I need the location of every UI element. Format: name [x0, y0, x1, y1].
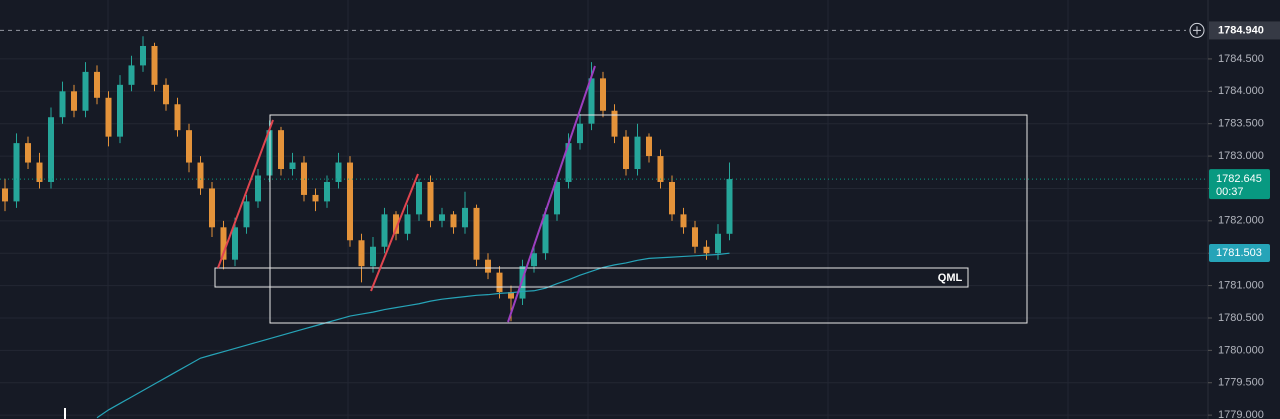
trend-line[interactable]: [507, 65, 596, 323]
trend-line[interactable]: [217, 119, 274, 269]
candle-body: [657, 156, 664, 182]
grid: [0, 58, 1208, 416]
candle-body: [48, 117, 54, 182]
candle-body: [117, 84, 123, 137]
candle-body: [600, 78, 606, 111]
candle-body: [289, 162, 296, 170]
candle-body: [393, 214, 399, 234]
candle-body: [186, 130, 192, 163]
candle-body: [278, 130, 284, 170]
y-tick-label: 1780.000: [1218, 344, 1264, 356]
candle-body: [209, 188, 215, 228]
add-alert-icon: [1193, 26, 1201, 35]
y-tick-label: 1783.500: [1218, 118, 1264, 130]
countdown-label: 00:37: [1216, 186, 1244, 198]
trend-line[interactable]: [370, 173, 419, 292]
candle-body: [243, 201, 250, 228]
crosshair-price-label: 1784.940: [1218, 24, 1264, 36]
candle-body: [347, 162, 353, 241]
candle-body: [565, 143, 572, 182]
candle-body: [197, 162, 204, 189]
candle-body: [692, 227, 698, 247]
candle-body: [151, 45, 158, 85]
vertical-grid: [107, 0, 1069, 419]
drawings: [64, 65, 1028, 419]
crosshair-price-box: [1209, 21, 1280, 40]
candle-body: [508, 292, 514, 299]
candle-body: [531, 253, 537, 267]
candle-body: [174, 104, 181, 131]
y-tick-label: 1780.500: [1218, 312, 1264, 324]
y-tick-label: 1784.500: [1218, 53, 1264, 65]
qml-box[interactable]: [214, 267, 969, 288]
candle-body: [255, 175, 261, 202]
candle-body: [25, 143, 31, 163]
candle-body: [450, 214, 457, 228]
y-tick-label: 1782.000: [1218, 215, 1264, 227]
ma-price-label: 1781.503: [1216, 247, 1262, 259]
candle-body: [485, 259, 491, 273]
candle-body: [680, 214, 687, 228]
candle-body: [128, 65, 135, 85]
candle-body: [427, 181, 434, 221]
candle-body: [220, 227, 227, 260]
candle-body: [577, 123, 583, 144]
candle-body: [416, 181, 422, 215]
candle-body: [439, 214, 445, 221]
last-price-box: [1209, 169, 1270, 200]
y-tick-label: 1781.000: [1218, 279, 1264, 291]
candle-body: [232, 227, 238, 260]
candle-body: [473, 207, 480, 260]
candle-body: [381, 214, 388, 247]
candle-body: [634, 136, 641, 170]
candle-body: [623, 136, 629, 170]
candle-body: [140, 45, 146, 66]
candle-body: [105, 97, 112, 137]
candle-body: [324, 181, 330, 202]
add-alert-button[interactable]: [1189, 22, 1205, 38]
candle-body: [542, 214, 549, 254]
candle-body: [358, 240, 365, 267]
annotation-label: QML: [938, 272, 963, 284]
y-tick-label: 1784.000: [1218, 85, 1264, 97]
candle-body: [82, 71, 89, 111]
plot: [0, 29, 1208, 419]
candle-body: [71, 91, 77, 111]
y-tick-label: 1779.000: [1218, 409, 1264, 419]
candle-body: [163, 84, 169, 105]
last-price-label: 1782.645: [1216, 173, 1262, 185]
candle-body: [715, 233, 721, 254]
candle-body: [404, 214, 411, 234]
candle-body: [646, 136, 652, 157]
candle-body: [335, 162, 342, 182]
candle-body: [703, 246, 710, 254]
candle-body: [669, 181, 675, 215]
candle-body: [2, 188, 8, 202]
candle-body: [36, 162, 43, 182]
candle-body: [59, 91, 66, 118]
candle-body: [312, 194, 319, 202]
candle-body: [13, 143, 20, 202]
y-tick-label: 1779.500: [1218, 377, 1264, 389]
candle-body: [370, 246, 376, 267]
price-axis: 1784.5001784.0001783.5001783.0001782.500…: [1189, 21, 1280, 419]
moving-average: [96, 252, 730, 419]
ma-price-box: [1209, 244, 1270, 263]
candle-body: [588, 78, 595, 124]
candle-body: [554, 181, 560, 215]
candle-body: [496, 272, 503, 293]
candle-body: [94, 71, 100, 98]
candle-body: [611, 110, 618, 137]
candle-body: [462, 207, 468, 228]
candle-body: [726, 179, 733, 234]
y-tick-label: 1783.000: [1218, 150, 1264, 162]
range-box[interactable]: [269, 114, 1028, 324]
